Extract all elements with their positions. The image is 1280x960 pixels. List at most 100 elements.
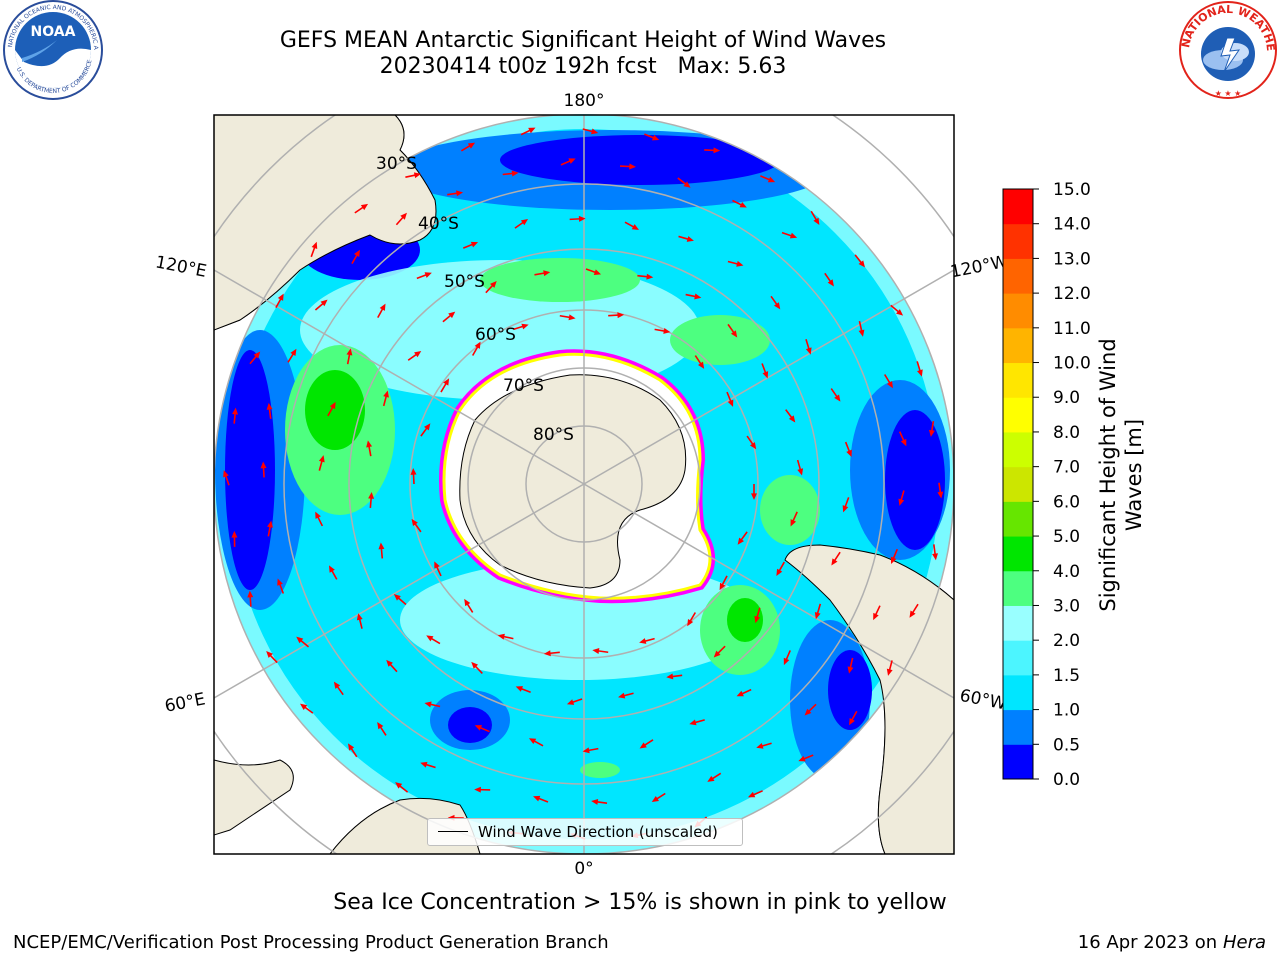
- wave-arrow-head: [592, 648, 600, 654]
- colorbar: 0.0 0.5 1.0 1.5 2.0 3.0 4.0 5.0 6.0 7.0 8.0 9.0 10.0…: [1002, 180, 1146, 790]
- wave-arrow-head: [290, 348, 297, 356]
- wave-arrow-head: [489, 280, 497, 288]
- wave-arrow-head: [379, 303, 386, 311]
- map-legend: Wind Wave Direction (unscaled): [427, 818, 743, 846]
- colorbar-tick-label: 10.0: [1053, 354, 1091, 374]
- colorbar-tick-label: 11.0: [1053, 319, 1091, 339]
- wave-arrow-head: [842, 505, 849, 513]
- wave-arrow-head: [414, 351, 422, 358]
- wave-arrow-head: [543, 650, 551, 657]
- wave-arrow-head: [917, 369, 923, 377]
- wave-arrow-head: [266, 651, 273, 658]
- noaa-logo: NOAA NATIONAL OCEANIC AND ATMOSPHERIC AD…: [2, 0, 103, 100]
- wave-arrow-head: [834, 394, 841, 402]
- colorbar-segment: [1003, 640, 1033, 676]
- wave-arrow-head: [813, 217, 820, 225]
- wave-arrow-head: [582, 747, 590, 754]
- footer-date-text: 16 Apr 2023 on: [1077, 932, 1223, 953]
- wave-arrow-head: [805, 347, 812, 355]
- plot-title-line1: GEFS MEAN Antarctic Significant Height o…: [279, 28, 887, 53]
- wave-arrow-head: [639, 638, 647, 644]
- colorbar-segment: [1003, 362, 1033, 398]
- wave-arrow-head: [471, 661, 479, 669]
- wave-arrow-head: [683, 181, 691, 188]
- footer-date: 16 Apr 2023 on Hera: [1078, 932, 1266, 953]
- wave-arrow-head: [360, 203, 369, 211]
- lat-label-80s: 80°S: [533, 425, 574, 445]
- wave-arrow-head: [395, 782, 403, 789]
- wave-arrow-head: [788, 415, 796, 423]
- colorbar-label-line1: Significant Height of Wind: [1096, 338, 1120, 611]
- wave-arrow-head: [686, 236, 694, 242]
- wave-arrow-head: [528, 738, 537, 744]
- wave-arrow-head: [232, 407, 239, 415]
- colorbar-segment: [1003, 501, 1033, 537]
- wave-arrow-head: [267, 520, 273, 528]
- wave-arrow-head: [474, 341, 481, 349]
- wave-arrow-head: [448, 311, 456, 319]
- wave-arrow-head: [886, 668, 893, 676]
- wave-arrow-head: [713, 650, 721, 658]
- colorbar-tick-label: 15.0: [1053, 180, 1091, 200]
- wave-arrow-head: [873, 612, 879, 621]
- wave-arrow-head: [520, 218, 529, 226]
- wave-arrow-head: [470, 241, 479, 248]
- wave-arrow-head: [804, 708, 812, 716]
- colorbar-segment: [1003, 605, 1033, 641]
- wave-arrow-head: [651, 795, 659, 803]
- colorbar-tick-label: 4.0: [1053, 562, 1080, 582]
- wave-arrow-head: [223, 470, 229, 478]
- colorbar-segment: [1003, 466, 1033, 502]
- colorbar-label-line2: Waves [m]: [1122, 419, 1146, 531]
- wave-arrow-head: [354, 249, 360, 258]
- wave-arrow-head: [730, 330, 738, 338]
- wave-arrow-head: [631, 224, 640, 230]
- wave-arrow-head: [386, 659, 393, 667]
- legend-label: Wind Wave Direction (unscaled): [478, 823, 718, 841]
- colorbar-tick-label: 13.0: [1053, 249, 1091, 269]
- wave-arrow-head: [909, 610, 916, 618]
- wave-arrow-head: [754, 615, 761, 624]
- wave-arrow-head: [928, 429, 935, 437]
- footer-credit: NCEP/EMC/Verification Post Processing Pr…: [13, 932, 609, 953]
- wave-arrow-head: [932, 553, 938, 561]
- wave-arrow-head: [424, 272, 432, 278]
- wave-arrow-head: [474, 725, 483, 731]
- wave-arrow-head: [798, 755, 806, 762]
- wave-arrow-head: [663, 328, 671, 334]
- colorbar-segment: [1003, 293, 1033, 329]
- wave-arrow-head: [827, 279, 834, 287]
- colorbar-segment: [1003, 327, 1033, 364]
- antarctica: [459, 374, 687, 589]
- wave-arrow-head: [736, 690, 744, 697]
- wave-arrow-head: [253, 351, 261, 359]
- wave-arrow-head: [568, 158, 576, 164]
- wave-arrow-head: [378, 542, 385, 550]
- wave-arrow-head: [266, 402, 273, 410]
- wave-arrow-head: [424, 423, 431, 431]
- colorbar-tick-label: 14.0: [1053, 215, 1091, 235]
- wave-arrow-head: [533, 795, 541, 802]
- lat-label-40s: 40°S: [418, 214, 459, 234]
- wave-arrow-head: [260, 461, 267, 469]
- wave-arrow-head: [783, 657, 790, 666]
- wave-arrow-head: [858, 260, 865, 268]
- wave-arrow-head: [328, 565, 335, 573]
- wave-arrow-head: [707, 775, 715, 782]
- wave-arrow-head: [315, 511, 321, 519]
- colorbar-segment: [1003, 709, 1033, 745]
- wave-arrow-head: [231, 530, 238, 538]
- svg-text:NOAA: NOAA: [31, 24, 76, 40]
- wave-arrow-head: [411, 518, 418, 527]
- wave-arrow-head: [474, 786, 481, 793]
- wave-arrow-head: [713, 147, 721, 154]
- nws-logo: NATIONAL WEATHER SERVICE ★ ★ ★: [1177, 0, 1277, 99]
- wave-arrow-head: [366, 440, 373, 448]
- colorbar-tick-label: 0.5: [1053, 735, 1080, 755]
- legend-line-swatch: [438, 831, 468, 832]
- lon-label-120e: 120°E: [154, 252, 209, 281]
- wave-arrow-head: [300, 703, 308, 710]
- wave-arrow-head: [420, 761, 428, 768]
- wave-arrow-head: [347, 743, 355, 751]
- wave-arrow-head: [646, 273, 654, 280]
